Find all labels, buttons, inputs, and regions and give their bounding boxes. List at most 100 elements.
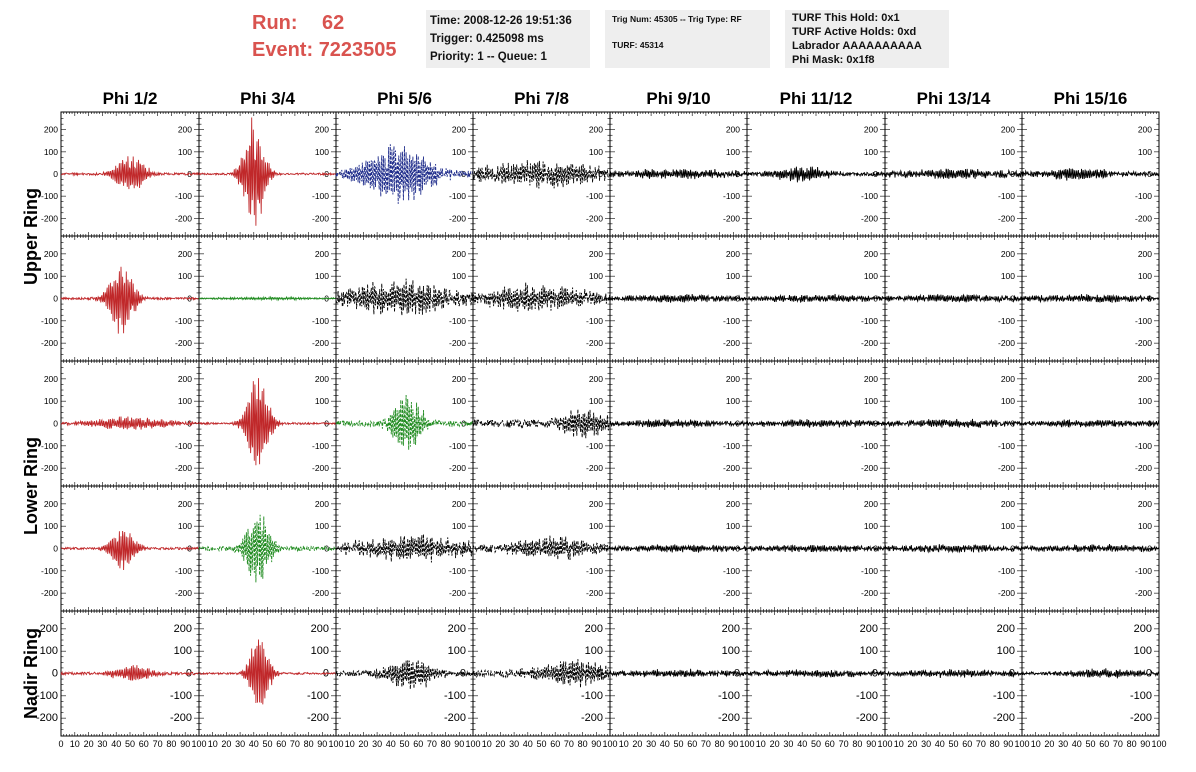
y-tick-label: -100 bbox=[312, 316, 329, 326]
y-tick-label: -200 bbox=[449, 213, 466, 223]
waveform-trace bbox=[335, 534, 474, 563]
y-tick-label: 0 bbox=[461, 419, 466, 429]
waveform-trace bbox=[472, 409, 611, 439]
run-event-display: Run: 62 Event: 7223505 bbox=[252, 10, 422, 66]
y-tick-label: 100 bbox=[864, 396, 878, 406]
y-tick-label: -100 bbox=[175, 191, 192, 201]
trig-num-line: Trig Num: 45305 -- Trig Type: RF bbox=[612, 14, 742, 24]
y-tick-label: 200 bbox=[452, 374, 466, 384]
y-tick-label: 200 bbox=[1138, 125, 1152, 135]
waveform-trace bbox=[884, 293, 1023, 304]
waveform-trace bbox=[609, 168, 748, 180]
y-tick-label: 200 bbox=[726, 249, 740, 259]
waveform-trace bbox=[198, 378, 337, 466]
waveform-trace bbox=[198, 117, 337, 226]
y-tick-label: 200 bbox=[315, 125, 329, 135]
y-tick-label: 200 bbox=[864, 499, 878, 509]
y-tick-label: 100 bbox=[726, 271, 740, 281]
row-label: Nadir Ring bbox=[21, 628, 41, 719]
y-tick-label: 100 bbox=[178, 147, 192, 157]
y-tick-label: -200 bbox=[41, 588, 58, 598]
y-tick-label: -200 bbox=[449, 338, 466, 348]
y-tick-label: -200 bbox=[998, 463, 1015, 473]
y-tick-label: -100 bbox=[861, 566, 878, 576]
column-header: Phi 3/4 bbox=[240, 89, 295, 108]
y-tick-label: 200 bbox=[315, 499, 329, 509]
waveform-trace bbox=[609, 418, 748, 428]
column-header: Phi 5/6 bbox=[377, 89, 432, 108]
event-header: Run: 62 Event: 7223505 Time: 2008-12-26 1… bbox=[0, 0, 1196, 80]
turf-active-line: TURF Active Holds: 0xd bbox=[792, 26, 917, 38]
labrador-line: Labrador AAAAAAAAAA bbox=[792, 40, 922, 52]
waveform-trace bbox=[884, 543, 1023, 554]
turf-info-box: TURF This Hold: 0x1 TURF Active Holds: 0… bbox=[785, 10, 949, 68]
y-tick-label: -100 bbox=[1135, 191, 1152, 201]
y-tick-label: -100 bbox=[175, 316, 192, 326]
y-tick-label: 200 bbox=[452, 125, 466, 135]
y-tick-label: 0 bbox=[53, 294, 58, 304]
waveform-trace bbox=[746, 419, 886, 428]
column-header: Phi 15/16 bbox=[1054, 89, 1128, 108]
y-tick-label: 0 bbox=[187, 169, 192, 179]
y-tick-label: -100 bbox=[723, 316, 740, 326]
y-tick-label: 200 bbox=[864, 374, 878, 384]
y-tick-label: 100 bbox=[589, 147, 603, 157]
y-tick-label: 0 bbox=[53, 419, 58, 429]
y-tick-label: -200 bbox=[312, 463, 329, 473]
y-tick-label: 200 bbox=[44, 499, 58, 509]
y-tick-label: -100 bbox=[586, 566, 603, 576]
waveform-trace bbox=[1021, 419, 1160, 429]
y-tick-label: 100 bbox=[1138, 521, 1152, 531]
y-tick-label: -100 bbox=[586, 316, 603, 326]
y-tick-label: 100 bbox=[726, 396, 740, 406]
y-tick-label: 100 bbox=[1001, 396, 1015, 406]
column-header: Phi 11/12 bbox=[780, 89, 853, 108]
y-tick-label: -100 bbox=[723, 441, 740, 451]
row-label: Upper Ring bbox=[21, 188, 41, 285]
y-tick-label: 200 bbox=[1001, 249, 1015, 259]
time-info-box: Time: 2008-12-26 19:51:36 Trigger: 0.425… bbox=[426, 10, 590, 68]
y-tick-label: 0 bbox=[598, 544, 603, 554]
turf-line: TURF: 45314 bbox=[612, 40, 664, 50]
turf-hold-line: TURF This Hold: 0x1 bbox=[792, 12, 900, 24]
y-tick-label: 200 bbox=[44, 249, 58, 259]
y-tick-label: 200 bbox=[864, 125, 878, 135]
column-header: Phi 7/8 bbox=[514, 89, 569, 108]
y-tick-label: -100 bbox=[998, 566, 1015, 576]
y-tick-label: -200 bbox=[586, 463, 603, 473]
y-tick-label: -100 bbox=[723, 566, 740, 576]
y-tick-label: -200 bbox=[312, 338, 329, 348]
y-tick-label: 200 bbox=[1138, 499, 1152, 509]
waveform-trace bbox=[60, 530, 200, 571]
column-header: Phi 1/2 bbox=[103, 89, 158, 108]
y-tick-label: 100 bbox=[1001, 521, 1015, 531]
y-tick-label: 100 bbox=[589, 271, 603, 281]
column-header: Phi 9/10 bbox=[646, 89, 710, 108]
y-tick-label: -100 bbox=[723, 191, 740, 201]
y-tick-label: -100 bbox=[312, 566, 329, 576]
y-tick-label: 100 bbox=[1138, 271, 1152, 281]
waveform-trace bbox=[472, 160, 611, 189]
y-tick-label: -100 bbox=[586, 441, 603, 451]
phi-mask-line: Phi Mask: 0x1f8 bbox=[792, 54, 875, 66]
y-tick-label: -200 bbox=[723, 338, 740, 348]
waveform-trace bbox=[60, 266, 200, 334]
y-tick-label: 100 bbox=[44, 147, 58, 157]
y-tick-label: -100 bbox=[449, 191, 466, 201]
y-tick-label: -200 bbox=[1135, 588, 1152, 598]
y-tick-label: 100 bbox=[864, 521, 878, 531]
run-label: Run: bbox=[252, 12, 298, 34]
y-tick-label: 100 bbox=[1001, 147, 1015, 157]
y-tick-label: -100 bbox=[998, 316, 1015, 326]
y-tick-label: -200 bbox=[861, 588, 878, 598]
column-header: Phi 13/14 bbox=[917, 89, 991, 108]
y-tick-label: 0 bbox=[873, 169, 878, 179]
y-tick-label: -200 bbox=[1135, 213, 1152, 223]
waveform-trace bbox=[609, 544, 748, 553]
waveform-trace bbox=[884, 418, 1023, 429]
waveform-trace bbox=[335, 144, 474, 204]
y-tick-label: -200 bbox=[998, 213, 1015, 223]
trig-info-box: Trig Num: 45305 -- Trig Type: RF TURF: 4… bbox=[605, 10, 770, 68]
y-tick-label: -200 bbox=[175, 588, 192, 598]
y-tick-label: -200 bbox=[861, 463, 878, 473]
